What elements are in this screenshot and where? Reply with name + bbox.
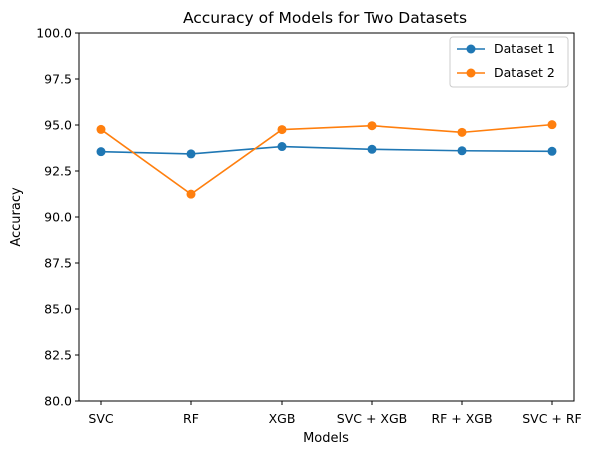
data-point-dataset-1	[187, 149, 196, 158]
x-tick-label: SVC + RF	[522, 411, 582, 426]
y-tick-label: 100.0	[36, 26, 72, 41]
y-tick-label: 97.5	[44, 72, 72, 87]
x-tick-label: RF + XGB	[431, 411, 492, 426]
data-point-dataset-2	[548, 120, 557, 129]
data-point-dataset-1	[278, 142, 287, 151]
data-point-dataset-2	[368, 121, 377, 130]
data-point-dataset-2	[458, 128, 467, 137]
legend-marker-dataset-1	[467, 45, 476, 54]
y-tick-label: 87.5	[44, 256, 72, 271]
y-axis-title: Accuracy	[9, 187, 24, 247]
x-tick-label: XGB	[269, 411, 296, 426]
plot-area	[79, 33, 574, 401]
data-point-dataset-1	[548, 147, 557, 156]
y-tick-label: 80.0	[44, 394, 72, 409]
data-point-dataset-1	[368, 145, 377, 154]
x-axis-title: Models	[303, 431, 349, 446]
legend: Dataset 1 Dataset 2	[450, 37, 568, 87]
x-tick-label: SVC	[88, 411, 113, 426]
y-tick-label: 85.0	[44, 302, 72, 317]
y-tick-label: 95.0	[44, 118, 72, 133]
legend-label-dataset-1: Dataset 1	[494, 41, 555, 56]
data-point-dataset-1	[97, 147, 106, 156]
y-axis: 80.0 82.5 85.0 87.5 90.0 92.5 95.0 97.5 100.0	[36, 26, 79, 409]
legend-marker-dataset-2	[467, 69, 476, 78]
data-point-dataset-2	[278, 125, 287, 134]
y-tick-label: 82.5	[44, 348, 72, 363]
data-point-dataset-2	[187, 190, 196, 199]
x-axis: SVC RF XGB SVC + XGB RF + XGB SVC + RF	[88, 401, 581, 426]
y-tick-label: 92.5	[44, 164, 72, 179]
data-point-dataset-1	[458, 146, 467, 155]
chart-title: Accuracy of Models for Two Datasets	[183, 9, 467, 27]
x-tick-label: SVC + XGB	[337, 411, 407, 426]
data-point-dataset-2	[97, 125, 106, 134]
legend-label-dataset-2: Dataset 2	[494, 65, 555, 80]
x-tick-label: RF	[183, 411, 199, 426]
y-tick-label: 90.0	[44, 210, 72, 225]
